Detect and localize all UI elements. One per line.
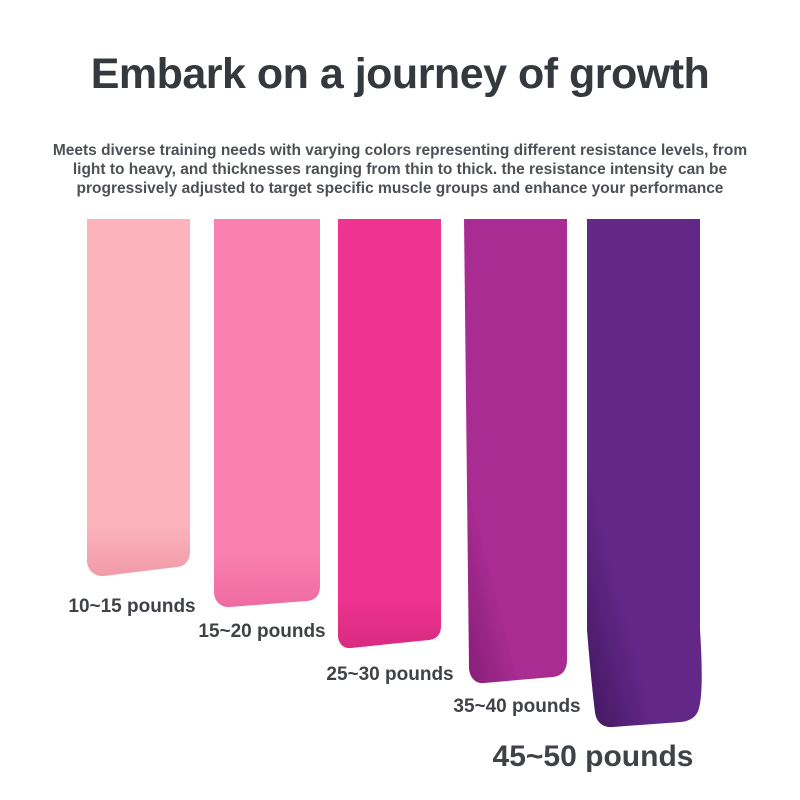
subtitle-line-3: progressively adjusted to target specifi… <box>76 180 724 197</box>
page-title: Embark on a journey of growth <box>90 50 710 98</box>
subtitle-paragraph: Meets diverse training needs with varyin… <box>0 141 800 198</box>
band-25-30-pounds <box>338 219 441 649</box>
band-label-25-30: 25~30 pounds <box>326 664 454 685</box>
band-label-15-20: 15~20 pounds <box>198 621 326 642</box>
band-45-50-pounds <box>587 219 702 728</box>
subtitle-line-1: Meets diverse training needs with varyin… <box>52 142 748 159</box>
band-label-10-15: 10~15 pounds <box>68 596 196 617</box>
band-label-35-40: 35~40 pounds <box>453 696 581 717</box>
band-10-15-pounds <box>87 219 190 577</box>
band-35-40-pounds <box>464 219 567 684</box>
subtitle-line-2: light to heavy, and thicknesses ranging … <box>72 161 728 178</box>
band-15-20-pounds <box>214 219 320 608</box>
band-label-45-50: 45~50 pounds <box>492 740 694 773</box>
